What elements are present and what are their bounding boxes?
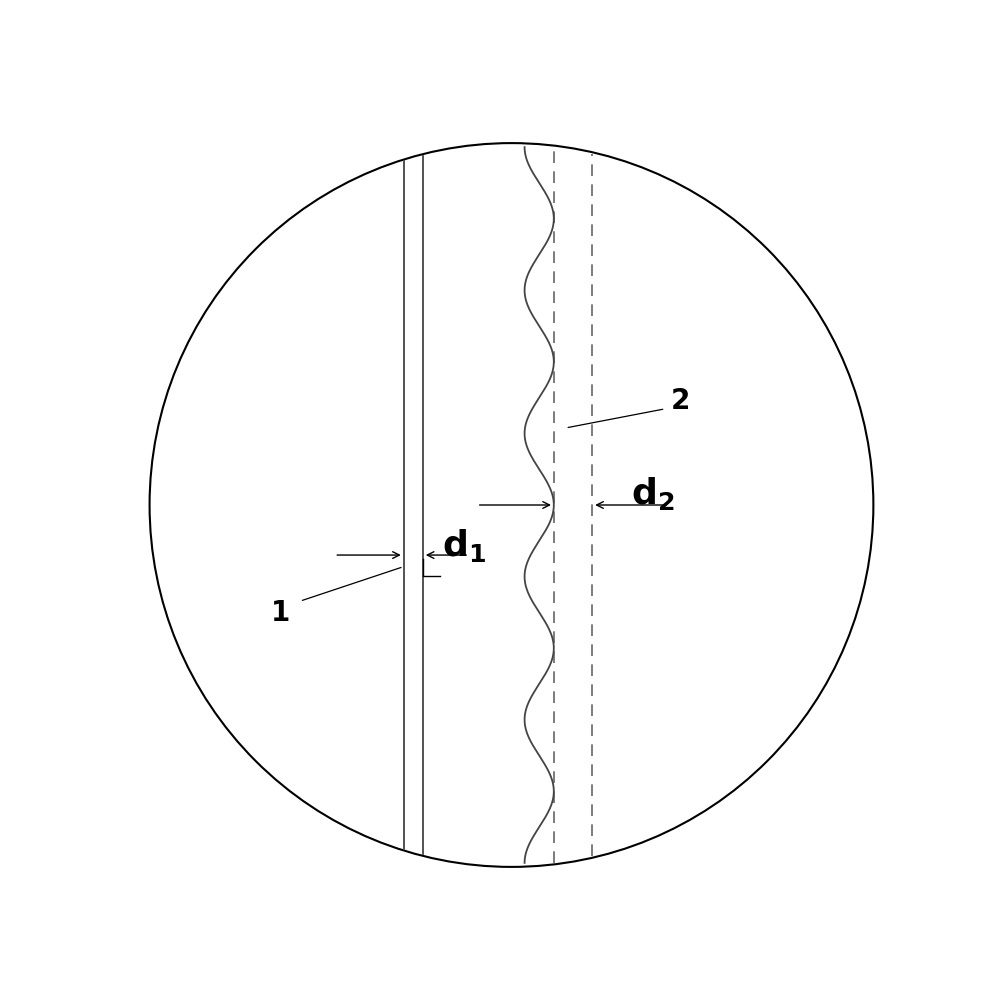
Text: $\mathbf{d}_\mathbf{1}$: $\mathbf{d}_\mathbf{1}$ — [442, 527, 486, 564]
Text: $\mathbf{d}_\mathbf{2}$: $\mathbf{d}_\mathbf{2}$ — [631, 475, 675, 512]
Text: 2: 2 — [672, 387, 691, 415]
Text: 1: 1 — [270, 599, 290, 627]
